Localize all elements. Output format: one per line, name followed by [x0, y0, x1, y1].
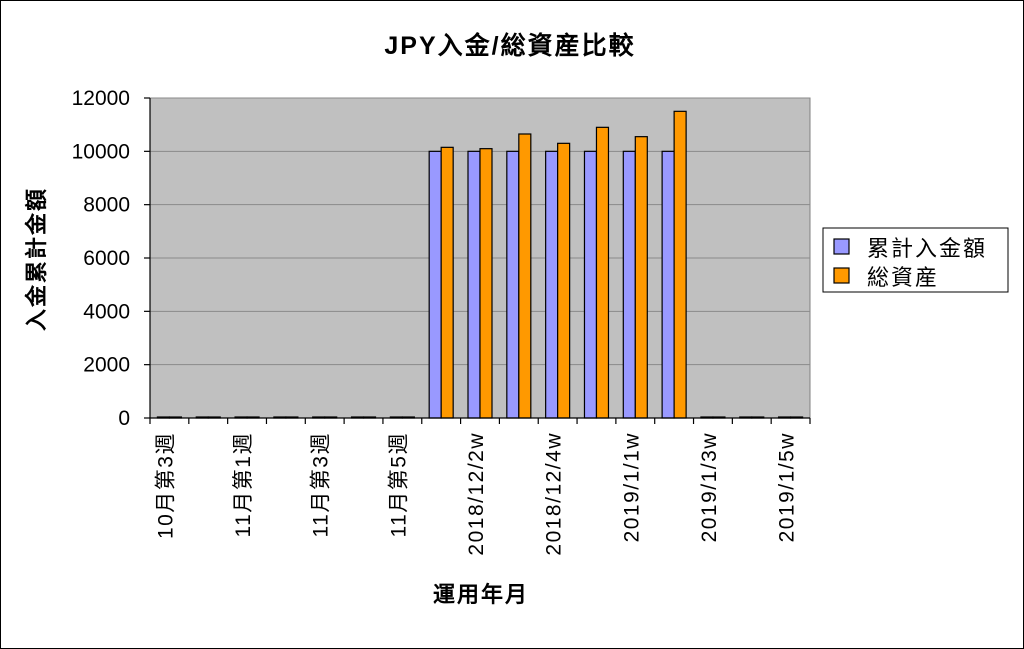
bar-series-1-category-14 — [661, 150, 675, 419]
x-tick-label-1: 10月第3週 — [154, 432, 177, 539]
y-axis-ticks: 0 2000 4000 6000 8000 10000 12000 — [72, 87, 150, 430]
y-tick-label-2: 2000 — [83, 354, 130, 377]
y-tick-label-7: 12000 — [72, 87, 130, 110]
bar-series-1-category-13 — [622, 150, 636, 419]
x-tick-label-3: 11月第1週 — [232, 432, 255, 537]
x-tick-label-9: 2018/12/2w — [465, 432, 488, 556]
x-tick-label-17: 2019/1/5w — [776, 432, 799, 542]
legend-item-series-2: 総資産 — [833, 265, 939, 290]
bars — [156, 110, 804, 419]
bar-series-1-category-12 — [583, 150, 598, 419]
legend-box — [822, 227, 1009, 293]
x-tick-label-7: 11月第5週 — [387, 432, 410, 537]
legend-label-series-1: 累計入金額 — [867, 236, 987, 261]
bar-series-2-category-8 — [440, 146, 454, 419]
bar-series-2-category-13 — [634, 136, 648, 419]
x-axis-ticks: 10月第3週 11月第1週 11月第3週 11月第5週 2018/12/2w 2018/1… — [149, 418, 811, 556]
bar-series-1-category-10 — [506, 150, 520, 419]
x-tick-label-15: 2019/1/3w — [698, 432, 721, 542]
bar-series-1-category-8 — [428, 150, 442, 419]
bar-series-2-category-10 — [518, 133, 532, 419]
x-tick-label-13: 2019/1/1w — [620, 432, 643, 542]
legend-swatch-series-1 — [833, 238, 850, 255]
legend-label-series-2: 総資産 — [867, 265, 939, 290]
x-axis-title: 運用年月 — [433, 582, 529, 607]
bar-series-2-category-11 — [557, 142, 571, 419]
bar-series-2-category-14 — [673, 110, 687, 419]
legend-swatch-series-2 — [833, 267, 850, 284]
x-tick-label-5: 11月第3週 — [310, 432, 333, 537]
y-tick-label-4: 6000 — [83, 247, 130, 270]
bar-series-1-category-11 — [545, 150, 559, 419]
bar-series-1-category-9 — [467, 150, 481, 419]
legend: 累計入金額 総資産 — [822, 227, 1009, 293]
y-axis-title: 入金累計金額 — [24, 187, 49, 331]
x-tick-label-11: 2018/12/4w — [543, 432, 566, 556]
bar-series-2-category-12 — [595, 126, 610, 419]
legend-item-series-1: 累計入金額 — [833, 236, 987, 261]
bar-series-2-category-9 — [479, 148, 493, 419]
y-tick-label-6: 10000 — [72, 140, 130, 163]
chart-title: JPY入金/総資産比較 — [384, 31, 635, 60]
y-tick-label-5: 8000 — [83, 194, 130, 217]
y-tick-label-3: 4000 — [83, 300, 130, 323]
y-tick-label-1: 0 — [118, 407, 130, 430]
